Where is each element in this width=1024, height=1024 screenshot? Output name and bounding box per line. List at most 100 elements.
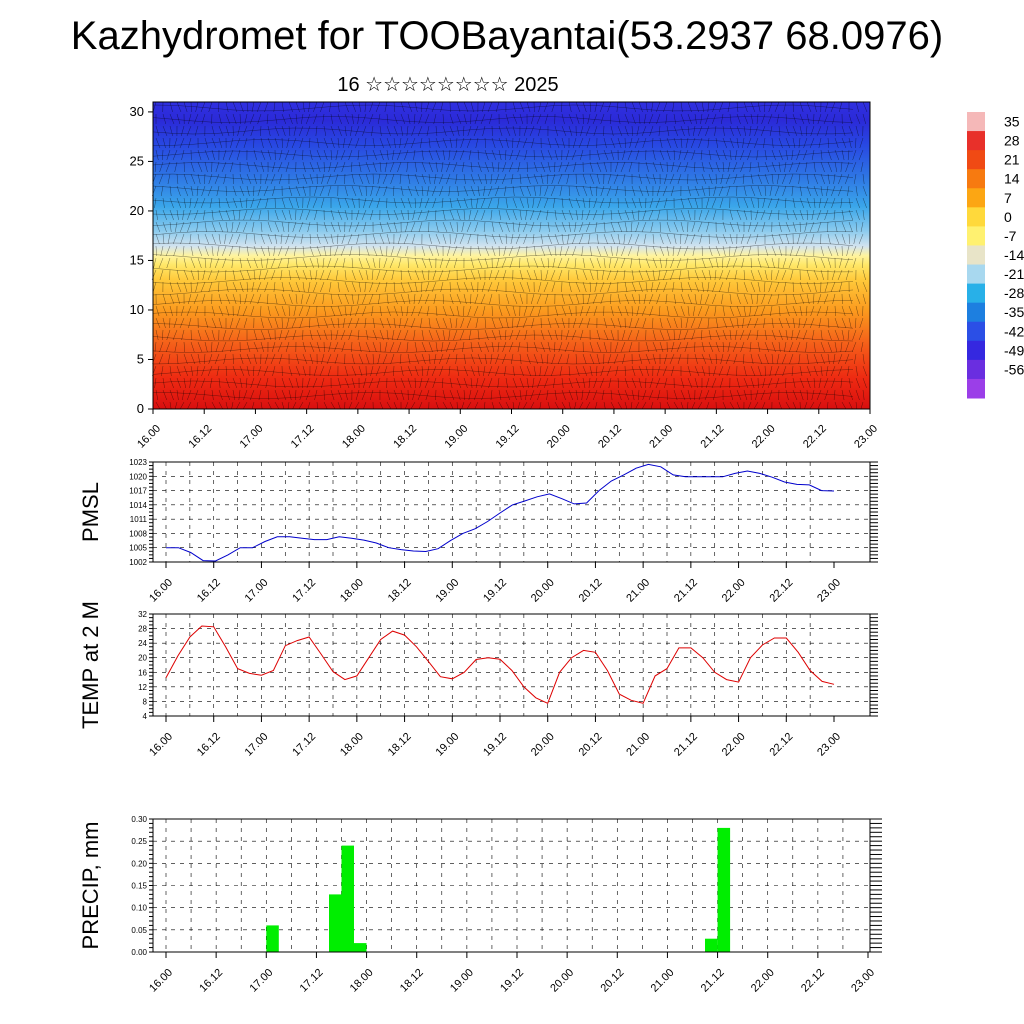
panel2-xtick-label: 20.12 (577, 577, 605, 605)
panel2-xtick-label: 18.12 (386, 577, 414, 605)
colorbar-segment (967, 359, 985, 380)
colorbar-segment (967, 302, 985, 323)
precip-bar (354, 943, 367, 952)
panel2-xtick-label: 17.00 (243, 577, 271, 605)
panel3-xtick-label: 17.12 (290, 731, 318, 759)
panel4-xtick-label: 20.00 (548, 967, 576, 995)
panel3-xtick-label: 17.00 (243, 731, 271, 759)
panel2-xtick-label: 21.00 (624, 577, 652, 605)
panel1-xtick-label: 18.00 (340, 423, 368, 451)
panel3-grid (153, 613, 870, 717)
panel2-ytick-label: 1005 (129, 544, 147, 553)
panel3-series-line (165, 625, 835, 704)
panel3-xtick-label: 16.12 (195, 731, 223, 759)
colorbar-label: 21 (1004, 152, 1020, 168)
panel1-xtick-label: 17.00 (238, 423, 266, 451)
panel2-xtick-label: 22.12 (767, 577, 795, 605)
temperature-field (153, 102, 870, 409)
panel3-ytick-label: 28 (138, 625, 147, 634)
panel2-xtick-label: 22.00 (720, 577, 748, 605)
panel3-xtick-label: 19.12 (481, 731, 509, 759)
colorbar-segment (967, 188, 985, 208)
panel4-frame (152, 818, 871, 953)
panel4-ytick-label: 0.10 (131, 904, 147, 913)
colorbar-segment (967, 321, 985, 342)
panel3-xtick-label: 22.12 (767, 731, 795, 759)
panel1-ytick-label: 20 (130, 203, 144, 218)
panel2-xtick-label: 16.00 (147, 577, 175, 605)
panel4-xtick-label: 21.00 (649, 967, 677, 995)
panel4-xtick-label: 16.00 (147, 967, 175, 995)
panel2-ytick-label: 1002 (129, 558, 147, 567)
panel3-xtick-label: 18.12 (386, 731, 414, 759)
panel2-xtick-label: 23.00 (815, 577, 843, 605)
colorbar-label: -7 (1004, 228, 1017, 244)
panel3-ytick-label: 20 (138, 654, 147, 663)
panel3-ytick-label: 8 (143, 697, 148, 706)
colorbar-segment (967, 245, 985, 266)
panel4-xtick-label: 21.12 (699, 967, 727, 995)
colorbar-segment (967, 207, 985, 227)
panel1-ytick-label: 25 (130, 153, 144, 168)
main-title: Kazhydromet for TOOBayantai(53.2937 68.0… (70, 14, 944, 58)
panel3-xtick-label: 19.00 (433, 731, 461, 759)
panel1-xtick-label: 22.00 (750, 423, 778, 451)
colorbar-label: 7 (1004, 190, 1012, 206)
colorbar-segment (967, 112, 985, 132)
sub-title: 16 ☆☆☆☆☆☆☆☆ 2025 (337, 74, 559, 96)
panel4-ytick-label: 0.20 (131, 859, 147, 868)
panel4-grid (153, 818, 870, 953)
panel1-xtick-label: 17.12 (289, 423, 317, 451)
colorbar-label: -21 (1004, 266, 1024, 282)
panel4-xtick-label: 19.12 (498, 967, 526, 995)
panel4-ytick-label: 0.15 (131, 882, 147, 891)
panel2-xtick-label: 17.12 (290, 577, 318, 605)
panel4-ytick-label: 0.05 (131, 926, 147, 935)
colorbar-segment (967, 283, 985, 304)
panel1-ytick-label: 5 (137, 351, 144, 366)
panel3-xtick-label: 23.00 (815, 731, 843, 759)
colorbar-segment (967, 340, 985, 361)
panel2-ytick-label: 1017 (129, 487, 147, 496)
panel4-ytick-label: 0.25 (131, 837, 147, 846)
panel4-ytick-label: 0.00 (131, 948, 147, 957)
panel1-xtick-label: 22.12 (801, 423, 829, 451)
panel2-xtick-label: 21.12 (672, 577, 700, 605)
panel1-xtick-label: 21.00 (647, 423, 675, 451)
panel2-xtick-label: 18.00 (338, 577, 366, 605)
panel1-xtick-label: 19.12 (494, 423, 522, 451)
panel2-ytick-label: 1014 (129, 501, 147, 510)
panel4-ytick-label: 0.30 (131, 815, 147, 824)
precip-bar (329, 894, 342, 952)
colorbar-segment (967, 169, 985, 189)
precip-bar (717, 827, 731, 952)
colorbar-segment (967, 378, 985, 399)
panel2-ytick-label: 1008 (129, 529, 147, 538)
precip-bar (266, 925, 279, 952)
panel3-xtick-label: 20.12 (577, 731, 605, 759)
panel3-xtick-label: 22.00 (720, 731, 748, 759)
colorbar-label: 35 (1004, 114, 1020, 130)
panel4-xtick-label: 17.00 (247, 967, 275, 995)
panel4-xtick-label: 20.12 (598, 967, 626, 995)
panel3-ytick-label: 24 (138, 639, 147, 648)
colorbar-label: 0 (1004, 209, 1012, 225)
panel3-ytick-label: 16 (138, 668, 147, 677)
panel2-xtick-label: 19.12 (481, 577, 509, 605)
panel3-ylabel: TEMP at 2 M (78, 601, 103, 729)
panel1-xtick-label: 20.12 (596, 423, 624, 451)
isotherm-lines (152, 104, 854, 399)
panel2-series-line (166, 463, 835, 562)
panel2-xtick-label: 20.00 (529, 577, 557, 605)
panel1-ytick-label: 10 (130, 302, 144, 317)
panel4-xtick-label: 19.00 (448, 967, 476, 995)
panel3-ytick-label: 4 (143, 712, 148, 721)
panel1-xtick-label: 23.00 (852, 423, 880, 451)
panel4-ylabel: PRECIP, mm (78, 822, 103, 950)
panel1-xtick-label: 20.00 (545, 423, 573, 451)
panel3-xtick-label: 21.00 (624, 731, 652, 759)
colorbar-label: -35 (1004, 304, 1024, 320)
panel4-xtick-label: 16.12 (197, 967, 225, 995)
panel4-xtick-label: 22.00 (749, 967, 777, 995)
